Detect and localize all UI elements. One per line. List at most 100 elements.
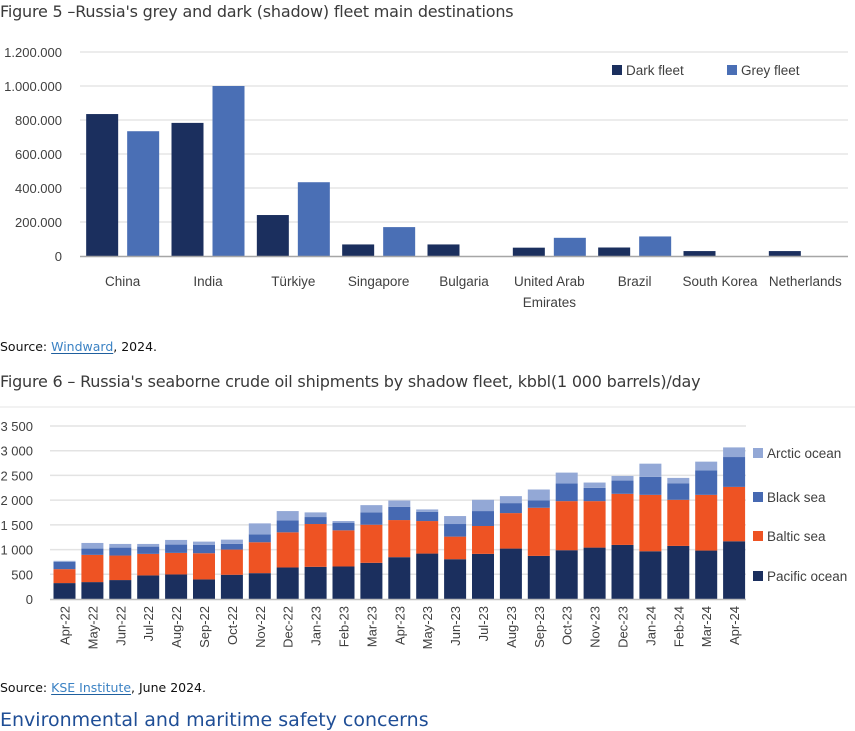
bar-segment-baltic-sea: [555, 501, 578, 551]
bar-segment-black-sea: [555, 483, 578, 502]
legend-swatch: [753, 448, 763, 458]
bar-segment-pacific-ocean: [248, 573, 271, 599]
bar-grey-fleet: [212, 86, 245, 256]
x-tick-label: Jun-22: [113, 606, 128, 646]
bar-segment-arctic-ocean: [53, 560, 76, 562]
bar-segment-pacific-ocean: [388, 557, 411, 599]
bar-segment-pacific-ocean: [695, 550, 718, 599]
x-tick-label: South Korea: [682, 274, 758, 289]
source-link-kse-institute[interactable]: KSE Institute: [51, 680, 132, 695]
y-tick-label: 0: [55, 249, 62, 264]
bar-segment-black-sea: [53, 561, 76, 570]
x-tick-label: Nov-23: [588, 606, 603, 648]
bar-segment-baltic-sea: [137, 553, 160, 576]
bar-segment-arctic-ocean: [639, 463, 662, 477]
bar-segment-black-sea: [416, 511, 439, 522]
bar-segment-black-sea: [639, 476, 662, 495]
bar-segment-black-sea: [695, 470, 718, 495]
y-gridlines: [80, 51, 848, 223]
source-link-windward[interactable]: Windward: [51, 339, 114, 354]
source-suffix: , 2024.: [113, 339, 158, 354]
bar-segment-arctic-ocean: [332, 521, 355, 523]
x-tick-label: Bulgaria: [439, 274, 489, 289]
bar-segment-pacific-ocean: [583, 547, 606, 599]
bar-segment-baltic-sea: [472, 525, 494, 554]
bar-segment-arctic-ocean: [360, 505, 383, 513]
bar-segment-black-sea: [81, 548, 104, 555]
y-tick-label: 400.000: [15, 181, 62, 196]
bar-segment-arctic-ocean: [109, 543, 132, 548]
bar-segment-arctic-ocean: [137, 543, 160, 547]
legend-label: Pacific ocean: [767, 569, 847, 584]
x-tick-label: Jan-24: [643, 606, 658, 646]
bar-grey-fleet: [639, 236, 672, 256]
bar-dark-fleet: [768, 251, 801, 256]
bar-segment-baltic-sea: [165, 552, 188, 575]
bar-segment-black-sea: [276, 520, 299, 533]
bar-segment-baltic-sea: [444, 536, 467, 560]
x-tick-label: Aug-23: [504, 606, 519, 648]
x-tick-label: Aug-22: [169, 606, 184, 648]
bar-segment-baltic-sea: [611, 493, 634, 545]
bar-segment-pacific-ocean: [276, 567, 299, 599]
bar-grey-fleet: [553, 237, 586, 256]
legend-swatch: [753, 571, 763, 581]
bar-segment-baltic-sea: [388, 520, 411, 558]
bar-grey-fleet: [383, 227, 416, 256]
bar-segment-pacific-ocean: [81, 582, 104, 599]
bar-segment-black-sea: [499, 503, 522, 514]
x-tick-label: Feb-24: [671, 606, 686, 647]
bar-segment-baltic-sea: [193, 553, 215, 580]
bar-segment-pacific-ocean: [165, 574, 188, 599]
bar-segment-black-sea: [332, 522, 355, 531]
legend-swatch: [753, 492, 763, 502]
x-tick-label: Türkiye: [271, 274, 315, 289]
x-tick-label: Dec-23: [616, 606, 631, 648]
bar-grey-fleet: [127, 131, 160, 256]
bar-segment-pacific-ocean: [667, 545, 690, 599]
x-tick-label: May-22: [85, 606, 100, 649]
x-tick-label: Oct-22: [225, 606, 240, 645]
bar-segment-arctic-ocean: [472, 499, 494, 512]
bar-segment-pacific-ocean: [499, 548, 522, 599]
bar-segment-pacific-ocean: [555, 550, 578, 599]
legend-label: Grey fleet: [741, 63, 800, 78]
bar-segment-arctic-ocean: [499, 496, 522, 504]
bar-segment-arctic-ocean: [165, 539, 188, 545]
x-tick-label: Brazil: [618, 274, 652, 289]
bar-segment-black-sea: [193, 544, 215, 554]
x-tick-label: Emirates: [523, 295, 577, 310]
bar-grey-fleet: [297, 182, 330, 256]
bar-segment-pacific-ocean: [639, 551, 662, 599]
bar-segment-baltic-sea: [695, 494, 718, 551]
bar-segment-arctic-ocean: [723, 447, 746, 458]
bar-segment-pacific-ocean: [332, 566, 355, 599]
bar-segment-black-sea: [109, 547, 132, 556]
y-tick-label: 500: [11, 567, 33, 582]
bar-segment-arctic-ocean: [248, 523, 271, 535]
bar-segment-baltic-sea: [583, 501, 606, 548]
stacked-bars: [53, 447, 746, 599]
bar-dark-fleet: [342, 244, 375, 256]
x-axis-tick-labels: China India Türkiye Singapore Bulgaria United…: [105, 274, 842, 310]
bar-segment-baltic-sea: [332, 530, 355, 567]
y-tick-label: 2 000: [0, 493, 33, 508]
bar-dark-fleet: [598, 247, 631, 256]
legend-label: Black sea: [767, 490, 826, 505]
bar-segment-black-sea: [360, 512, 383, 525]
legend: Dark fleet Grey fleet: [612, 63, 800, 78]
x-tick-label: Jun-23: [448, 606, 463, 646]
bar-dark-fleet: [171, 122, 204, 256]
bar-segment-baltic-sea: [53, 569, 76, 584]
bar-segment-pacific-ocean: [193, 579, 215, 599]
bar-segment-baltic-sea: [639, 494, 662, 552]
bar-segment-black-sea: [723, 457, 746, 487]
bar-segment-pacific-ocean: [723, 541, 746, 599]
x-tick-label: Feb-23: [337, 606, 352, 647]
bar-segment-arctic-ocean: [444, 516, 467, 525]
y-tick-label: 1.200.000: [4, 45, 62, 60]
bar-dark-fleet: [683, 251, 716, 256]
figure-6-source: Source: KSE Institute, June 2024.: [0, 680, 206, 695]
bar-segment-arctic-ocean: [555, 472, 578, 484]
bar-segment-arctic-ocean: [304, 512, 327, 518]
